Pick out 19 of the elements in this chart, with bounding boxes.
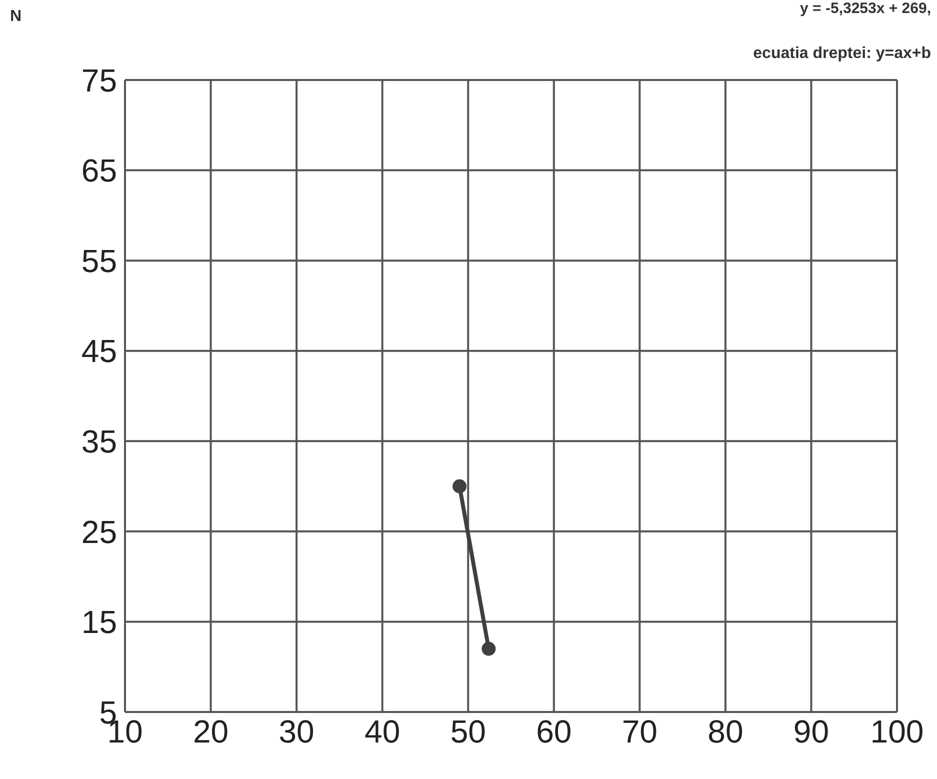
text: ecuatia dreptei: y=ax+b xyxy=(753,45,931,63)
y-tick-label: 35 xyxy=(81,424,117,460)
y-tick-label: 55 xyxy=(81,242,117,279)
x-tick-label: 90 xyxy=(793,714,830,750)
y-tick-label: 65 xyxy=(81,152,117,189)
x-tick-label: 70 xyxy=(622,714,658,750)
x-tick-label: 80 xyxy=(708,714,744,750)
x-tick-label: 100 xyxy=(870,714,924,750)
x-tick-label: 60 xyxy=(536,714,572,750)
text: y = -5,3253x + 269, xyxy=(800,0,931,17)
y-axis-title: N xyxy=(10,8,22,26)
y-tick-label: 75 xyxy=(81,62,117,98)
x-tick-label: 20 xyxy=(192,714,229,750)
y-tick-label: 45 xyxy=(81,333,117,370)
x-tick-label: 40 xyxy=(364,714,400,750)
y-tick-label: 25 xyxy=(81,514,117,550)
y-tick-label: 15 xyxy=(81,604,117,640)
x-tick-label: 30 xyxy=(278,714,314,750)
x-tick-label: 50 xyxy=(450,714,486,750)
